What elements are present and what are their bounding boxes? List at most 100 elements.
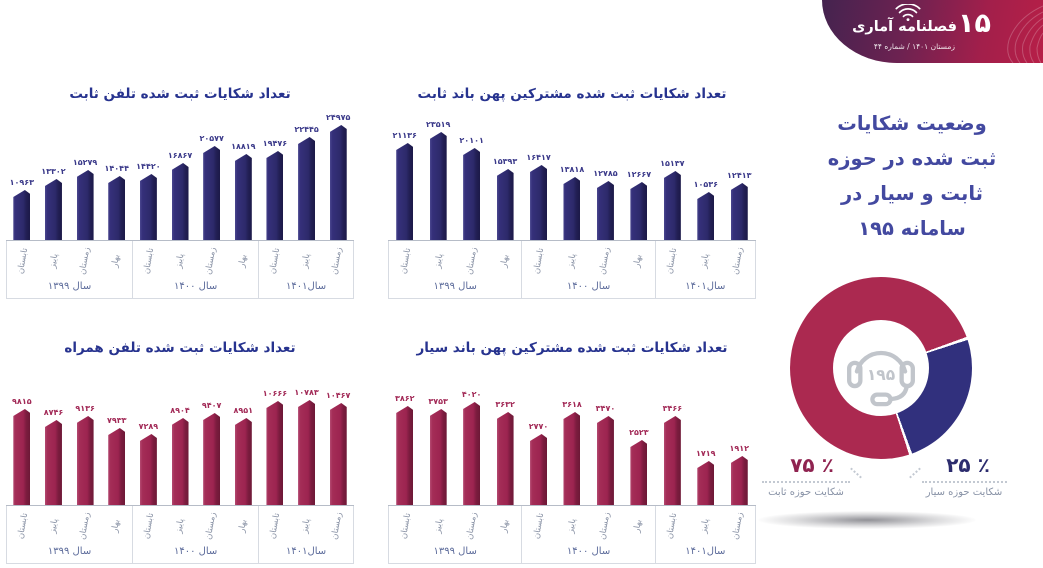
season-label: پاییز [299, 252, 313, 270]
season-label: پاییز [47, 252, 61, 270]
season-label: تابستان [531, 247, 547, 275]
bar-value-label: ۲۲۴۴۵ [294, 125, 319, 134]
season-label: زمستان [77, 511, 93, 541]
season-cell: پاییز [555, 506, 588, 546]
season-label: تابستان [141, 247, 156, 275]
bar-value-label: ۴۰۲۰ [461, 390, 482, 399]
fixed-share-leader-tick [850, 467, 862, 479]
axis-row: تابستان پاییز زمستان بهار سال ۱۳۹۹ تابستان پای… [6, 505, 354, 564]
season-label: زمستان [464, 511, 480, 541]
bar-cell: ۲۷۷۰ [522, 422, 555, 505]
bar-cell: ۱۹۱۲ [723, 444, 756, 505]
bar [530, 165, 548, 240]
season-cell: تابستان [133, 506, 164, 546]
bar-cell: ۱۳۸۱۸ [555, 165, 588, 240]
bar-cell: ۱۲۶۶۷ [622, 170, 655, 240]
fixed-share-percent: ۷۵ ٪ [790, 453, 834, 477]
bar-value-label: ۱۲۴۱۳ [727, 171, 752, 180]
season-label: بهار [110, 253, 123, 269]
bar-cell: ۷۹۳۳ [101, 416, 133, 505]
bar [298, 137, 316, 240]
bar [396, 143, 414, 240]
bar-value-label: ۱۴۰۴۴ [104, 164, 129, 173]
season-cell: زمستان [589, 506, 622, 546]
bar [429, 132, 447, 240]
season-label: تابستان [665, 247, 680, 275]
bar-cell: ۱۵۳۹۳ [488, 157, 521, 240]
fixed-share-leader-line [762, 481, 850, 483]
season-label: بهار [632, 518, 645, 534]
bar [13, 409, 31, 505]
bar-cell: ۱۵۲۷۹ [69, 158, 101, 240]
page-title-line: ثابت و سیار در [840, 182, 983, 205]
bar-cell: ۹۱۳۶ [69, 404, 101, 505]
season-label: پاییز [699, 517, 712, 535]
bar-cell: ۳۷۵۳ [421, 397, 454, 505]
bar-value-label: ۸۷۴۶ [43, 408, 64, 417]
bar-value-label: ۲۱۱۳۶ [392, 131, 417, 140]
bar-cell: ۱۳۳۰۲ [38, 167, 70, 240]
season-cell: بهار [101, 241, 132, 281]
bar-cell: ۱۰۴۶۷ [322, 391, 354, 505]
bar [171, 163, 189, 240]
bar-value-label: ۱۳۳۰۲ [41, 167, 66, 176]
bar-value-label: ۱۵۱۳۷ [660, 159, 685, 168]
season-label: زمستان [330, 511, 345, 541]
year-label: سال ۱۴۰۰ [173, 281, 218, 292]
year-group: تابستان پاییز زمستان بهار سال ۱۴۰۰ [133, 506, 260, 564]
year-label: سال ۱۴۰۰ [173, 546, 218, 557]
donut-hole: ۱۹۵ [833, 320, 929, 416]
bar-value-label: ۱۷۱۹ [696, 449, 716, 458]
season-cell: زمستان [322, 506, 353, 546]
bar-cell: ۱۷۱۹ [689, 449, 722, 505]
season-cell: زمستان [322, 241, 353, 281]
year-group: تابستان پاییز زمستان سال۱۴۰۱ [259, 506, 354, 564]
season-labels-row: تابستان پاییز زمستان بهار [7, 241, 132, 281]
year-label: سال ۱۳۹۹ [47, 546, 92, 557]
season-label: بهار [236, 518, 249, 534]
chart-title: تعداد شکایات ثبت شده تلفن همراه [64, 340, 296, 356]
donut-chart-complaints-share: ۱۹۵ [790, 277, 972, 459]
panel-floor-shadow [758, 511, 976, 529]
season-cell: پاییز [422, 241, 455, 281]
mobile-share-leader-tick [909, 467, 921, 479]
bar-cell: ۸۹۵۱ [227, 406, 259, 505]
bar [234, 154, 252, 240]
bar-value-label: ۱۰۴۶۷ [326, 391, 351, 400]
season-cell: بهار [227, 506, 258, 546]
bar-value-label: ۱۲۷۸۵ [593, 169, 618, 178]
wifi-icon [895, 3, 921, 25]
year-group: تابستان پاییز زمستان بهار سال ۱۴۰۰ [133, 241, 260, 299]
mobile-share-leader-line [922, 481, 1007, 483]
bar-cell: ۳۸۶۲ [388, 394, 421, 505]
bar-cell: ۱۰۵۳۶ [689, 180, 722, 240]
bar-value-label: ۱۰۷۸۳ [294, 388, 319, 397]
season-cell: بهار [622, 241, 655, 281]
bar-value-label: ۱۹۴۷۶ [262, 139, 288, 148]
year-group: تابستان پاییز زمستان بهار سال ۱۴۰۰ [522, 241, 656, 299]
mobile-share-label: شکایت حوزه سیار [925, 487, 1003, 498]
bar-value-label: ۳۶۱۸ [562, 400, 582, 409]
bars-row: ۱۰۹۶۳ ۱۳۳۰۲ ۱۵۲۷۹ ۱۴۰۴۴ ۱۴۴۲۰ ۱۶۸۶۷ ۲۰۵۷۷ ۱۸۸۱۹… [6, 106, 354, 240]
bar-value-label: ۷۹۳۳ [106, 416, 127, 425]
bar [329, 403, 347, 505]
season-cell: زمستان [70, 506, 101, 546]
season-label: تابستان [267, 512, 283, 540]
chart-title: تعداد شکایات ثبت شده تلفن ثابت [69, 86, 291, 102]
bar-value-label: ۳۴۶۶ [662, 404, 683, 413]
bar [203, 146, 221, 240]
season-cell: بهار [488, 506, 521, 546]
season-label: زمستان [597, 246, 613, 276]
bar-cell: ۲۰۱۰۱ [455, 136, 488, 240]
magazine-title: فصلنامه آماری [852, 19, 957, 35]
season-labels-row: تابستان پاییز زمستان [656, 241, 755, 281]
year-group: تابستان پاییز زمستان سال۱۴۰۱ [655, 506, 756, 564]
season-labels-row: تابستان پاییز زمستان بهار [7, 506, 132, 546]
bar-cell: ۲۵۲۳ [622, 428, 655, 505]
season-label: تابستان [267, 247, 283, 275]
year-label: سال ۱۳۹۹ [433, 281, 477, 292]
bar-cell: ۲۴۹۷۵ [322, 113, 354, 240]
bar [266, 151, 284, 240]
bar-cell: ۷۲۸۹ [133, 422, 165, 505]
season-label: زمستان [330, 246, 345, 276]
